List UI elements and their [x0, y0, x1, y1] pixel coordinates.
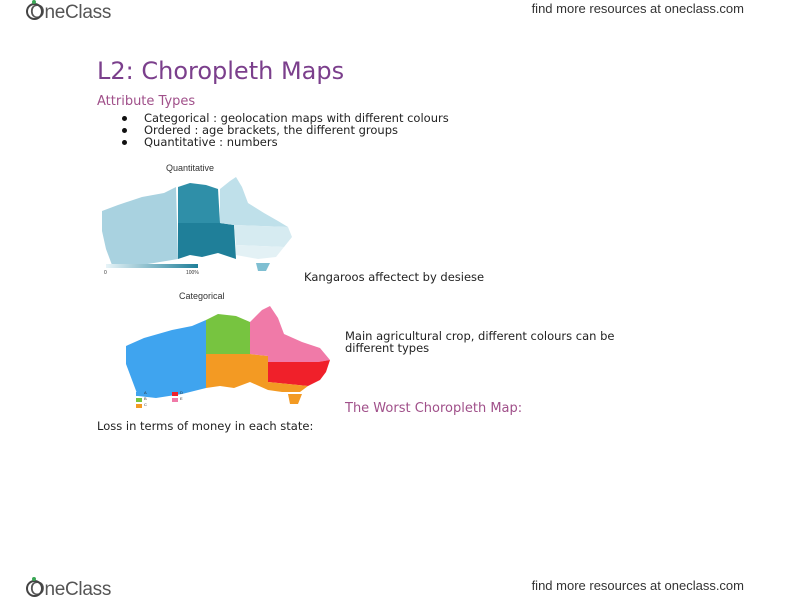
quantitative-label: Quantitative — [166, 163, 215, 173]
map-region-nt — [206, 314, 250, 354]
attribute-list: Categorical : geolocation maps with diff… — [122, 112, 449, 148]
logo-icon — [26, 0, 43, 20]
map-region-sa — [206, 354, 268, 390]
logo-icon — [26, 577, 43, 597]
list-item: Quantitative : numbers — [122, 136, 449, 148]
oneclass-logo-bottom[interactable]: OneClass — [26, 577, 112, 601]
map-region-tas — [288, 394, 302, 404]
logo-text: OneClass — [30, 2, 112, 23]
map-region-nsw — [234, 225, 292, 247]
map-region-vic — [268, 382, 308, 392]
map-region-vic — [236, 245, 284, 259]
legend-label-d: D — [180, 390, 183, 395]
list-item: Ordered : age brackets, the different gr… — [122, 124, 449, 136]
crop-caption-line2: different types — [345, 341, 430, 355]
legend-swatch-e — [172, 398, 178, 402]
map-region-nt — [178, 183, 220, 223]
legend-label-a: A — [144, 390, 147, 395]
map-region-qld — [220, 177, 288, 227]
color-scale — [106, 264, 198, 268]
map-region-sa — [178, 223, 236, 259]
page-title: L2: Choropleth Maps — [97, 57, 345, 85]
find-resources-link-bottom[interactable]: find more resources at oneclass.com — [531, 578, 744, 593]
legend-swatch-d — [172, 392, 178, 396]
map-region-qld — [250, 306, 330, 362]
crop-caption-line1: Main agricultural crop, different colour… — [345, 329, 615, 343]
list-item: Categorical : geolocation maps with diff… — [122, 112, 449, 124]
loss-text: Loss in terms of money in each state: — [97, 419, 314, 433]
legend-label-b: B — [144, 396, 147, 401]
categorical-label: Categorical — [179, 291, 225, 301]
logo-text: OneClass — [30, 579, 112, 600]
kangaroo-caption: Kangaroos affectect by desiese — [304, 270, 485, 284]
categorical-map — [126, 306, 330, 408]
legend-swatch-a — [136, 392, 142, 396]
map-region-tas — [256, 263, 270, 271]
oneclass-logo-top[interactable]: OneClass — [26, 0, 112, 24]
legend-label-e: E — [180, 396, 183, 401]
find-resources-link-top[interactable]: find more resources at oneclass.com — [531, 1, 744, 16]
map-region-wa — [102, 187, 178, 267]
legend-swatch-b — [136, 398, 142, 402]
legend-swatch-c — [136, 404, 142, 408]
map-region-nsw — [268, 360, 330, 386]
scale-max-label: 100% — [186, 270, 199, 276]
attribute-types-heading: Attribute Types — [97, 94, 196, 109]
scale-min-label: 0 — [104, 270, 107, 276]
quantitative-map — [102, 177, 292, 271]
worst-map-heading: The Worst Choropleth Map: — [345, 401, 523, 416]
map-region-wa — [126, 320, 206, 398]
legend-label-c: C — [144, 402, 147, 407]
